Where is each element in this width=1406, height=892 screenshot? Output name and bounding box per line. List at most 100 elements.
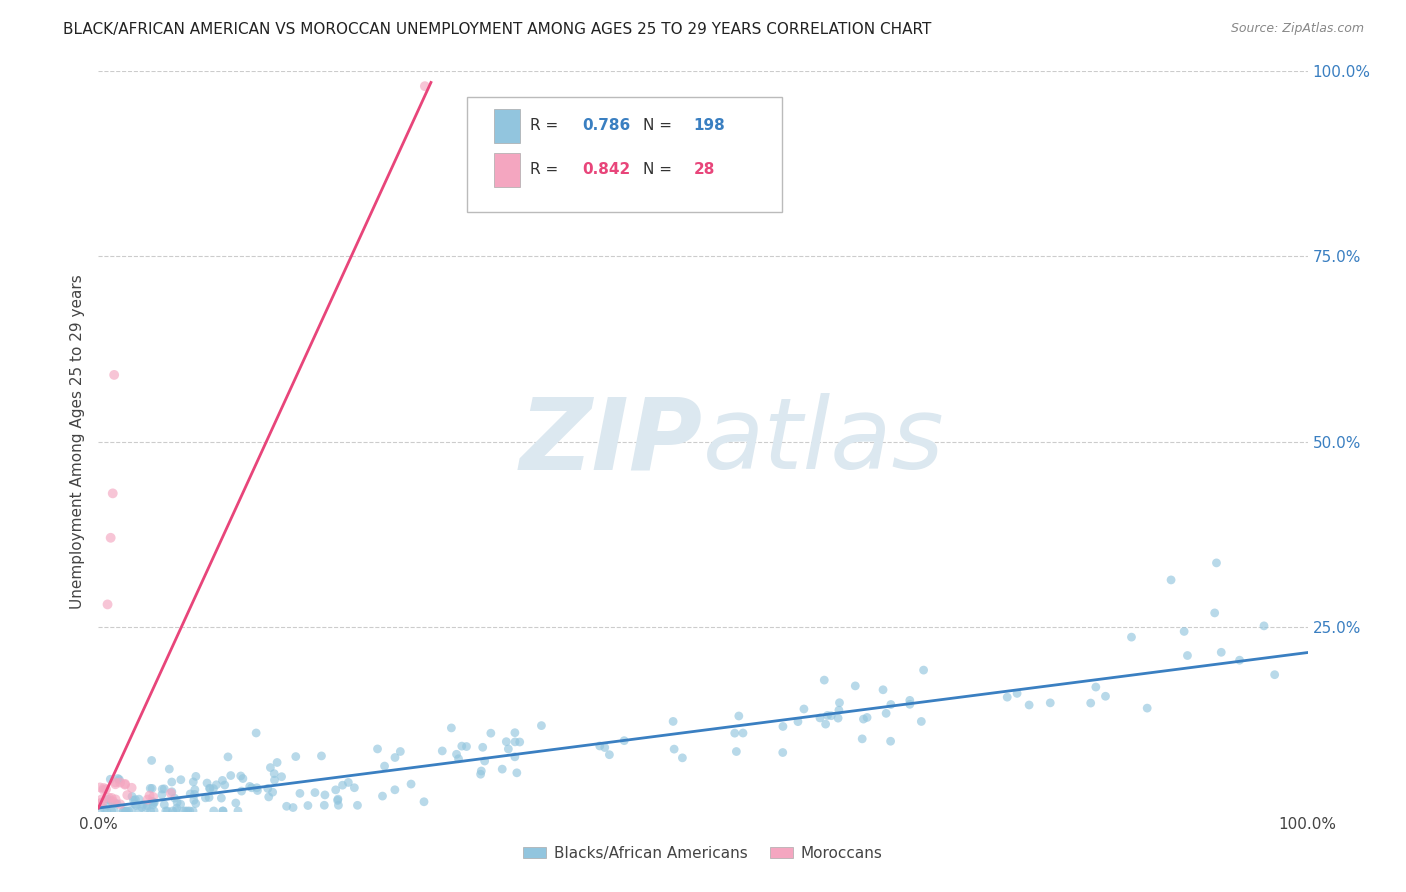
Point xyxy=(174,804,197,818)
Point xyxy=(879,734,901,748)
Point xyxy=(389,744,412,758)
Point xyxy=(374,759,396,773)
Point xyxy=(820,708,842,723)
Point xyxy=(1204,606,1226,620)
Point xyxy=(93,802,115,816)
Point xyxy=(471,740,494,755)
Point xyxy=(844,679,866,693)
Point xyxy=(136,798,159,813)
Point xyxy=(503,735,526,749)
Point xyxy=(245,726,267,740)
Point xyxy=(184,769,207,783)
Point xyxy=(470,767,492,781)
Point xyxy=(124,797,146,811)
Point xyxy=(219,768,242,782)
Point xyxy=(131,800,153,814)
Point xyxy=(89,797,111,811)
Point xyxy=(143,796,166,810)
Point xyxy=(105,797,128,811)
Text: R =: R = xyxy=(530,162,564,178)
Point xyxy=(114,804,136,818)
Point xyxy=(114,777,136,791)
Point xyxy=(662,714,685,729)
Point xyxy=(898,698,921,712)
Point xyxy=(104,775,127,789)
Point xyxy=(613,733,636,747)
Point xyxy=(150,788,173,802)
Point xyxy=(332,778,354,792)
Point xyxy=(263,766,285,780)
Point xyxy=(474,754,496,768)
Point xyxy=(93,783,115,797)
Point xyxy=(108,797,131,812)
Point xyxy=(598,747,620,762)
Point xyxy=(143,804,166,818)
Point xyxy=(311,748,333,763)
Point xyxy=(852,712,875,726)
FancyBboxPatch shape xyxy=(467,97,782,212)
Point xyxy=(772,746,794,760)
Point xyxy=(384,782,406,797)
Point xyxy=(153,781,176,796)
Point xyxy=(138,789,160,803)
Text: N =: N = xyxy=(643,119,676,134)
Point xyxy=(141,794,163,808)
Point xyxy=(198,790,221,805)
Point xyxy=(872,682,894,697)
Point xyxy=(326,792,349,806)
Point xyxy=(503,725,526,739)
Point xyxy=(139,804,162,818)
Point xyxy=(142,797,165,812)
Point xyxy=(1205,556,1227,570)
Point xyxy=(103,368,125,382)
Point xyxy=(184,797,207,811)
Point xyxy=(198,781,221,796)
Point xyxy=(179,804,201,818)
Point xyxy=(205,778,228,792)
Point xyxy=(297,798,319,813)
Point xyxy=(194,790,217,805)
Point xyxy=(150,782,173,797)
Point xyxy=(225,796,247,810)
Point xyxy=(413,795,436,809)
Point xyxy=(256,781,278,796)
Point xyxy=(100,791,122,805)
Point xyxy=(112,804,135,818)
Point xyxy=(101,794,124,808)
Point xyxy=(266,756,288,770)
Point xyxy=(142,796,165,810)
Point xyxy=(132,797,155,812)
Point xyxy=(856,710,879,724)
Point xyxy=(96,804,118,818)
Point xyxy=(671,751,693,765)
Point xyxy=(183,788,205,802)
Point xyxy=(276,799,298,814)
Text: 28: 28 xyxy=(693,162,714,178)
Point xyxy=(314,788,336,802)
Point xyxy=(446,747,468,762)
FancyBboxPatch shape xyxy=(494,110,520,143)
Point xyxy=(117,788,139,802)
Point xyxy=(725,745,748,759)
Legend: Blacks/African Americans, Moroccans: Blacks/African Americans, Moroccans xyxy=(517,839,889,867)
Point xyxy=(384,750,406,764)
Point xyxy=(371,789,394,803)
Point xyxy=(209,791,232,805)
Point xyxy=(121,789,143,804)
Point xyxy=(509,735,531,749)
Point xyxy=(447,752,470,766)
Text: BLACK/AFRICAN AMERICAN VS MOROCCAN UNEMPLOYMENT AMONG AGES 25 TO 29 YEARS CORREL: BLACK/AFRICAN AMERICAN VS MOROCCAN UNEMP… xyxy=(63,22,932,37)
Point xyxy=(828,703,851,717)
Point xyxy=(912,663,935,677)
Point xyxy=(229,769,252,783)
Point xyxy=(217,750,239,764)
Point xyxy=(662,742,685,756)
Point xyxy=(880,698,903,712)
Point xyxy=(107,772,129,786)
Point xyxy=(1094,690,1116,704)
Point xyxy=(128,804,150,818)
Point xyxy=(1121,630,1143,644)
Point xyxy=(262,785,284,799)
Point xyxy=(257,789,280,804)
Point xyxy=(814,717,837,731)
